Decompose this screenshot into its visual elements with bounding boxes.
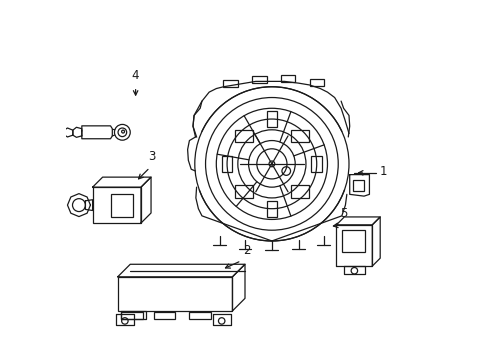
Bar (190, 312, 211, 319)
Bar (267, 201, 277, 217)
Text: 1: 1 (379, 165, 387, 177)
Bar (291, 130, 309, 143)
Bar (93, 187, 141, 223)
Text: 4: 4 (132, 69, 139, 82)
Bar (122, 312, 143, 319)
Text: 2: 2 (243, 244, 250, 257)
Bar (153, 312, 175, 319)
Bar (267, 111, 277, 127)
Bar (235, 130, 253, 143)
Bar (221, 156, 232, 172)
Bar (342, 230, 365, 252)
Bar (223, 80, 238, 87)
Bar (252, 76, 267, 83)
Bar (353, 180, 364, 191)
Text: 5: 5 (340, 207, 347, 220)
Bar (291, 185, 309, 198)
Bar (235, 185, 253, 198)
Bar (310, 78, 324, 86)
Bar (281, 75, 295, 82)
Bar (311, 156, 322, 172)
Bar (118, 277, 232, 311)
Text: 3: 3 (148, 150, 155, 163)
Bar (111, 194, 133, 217)
